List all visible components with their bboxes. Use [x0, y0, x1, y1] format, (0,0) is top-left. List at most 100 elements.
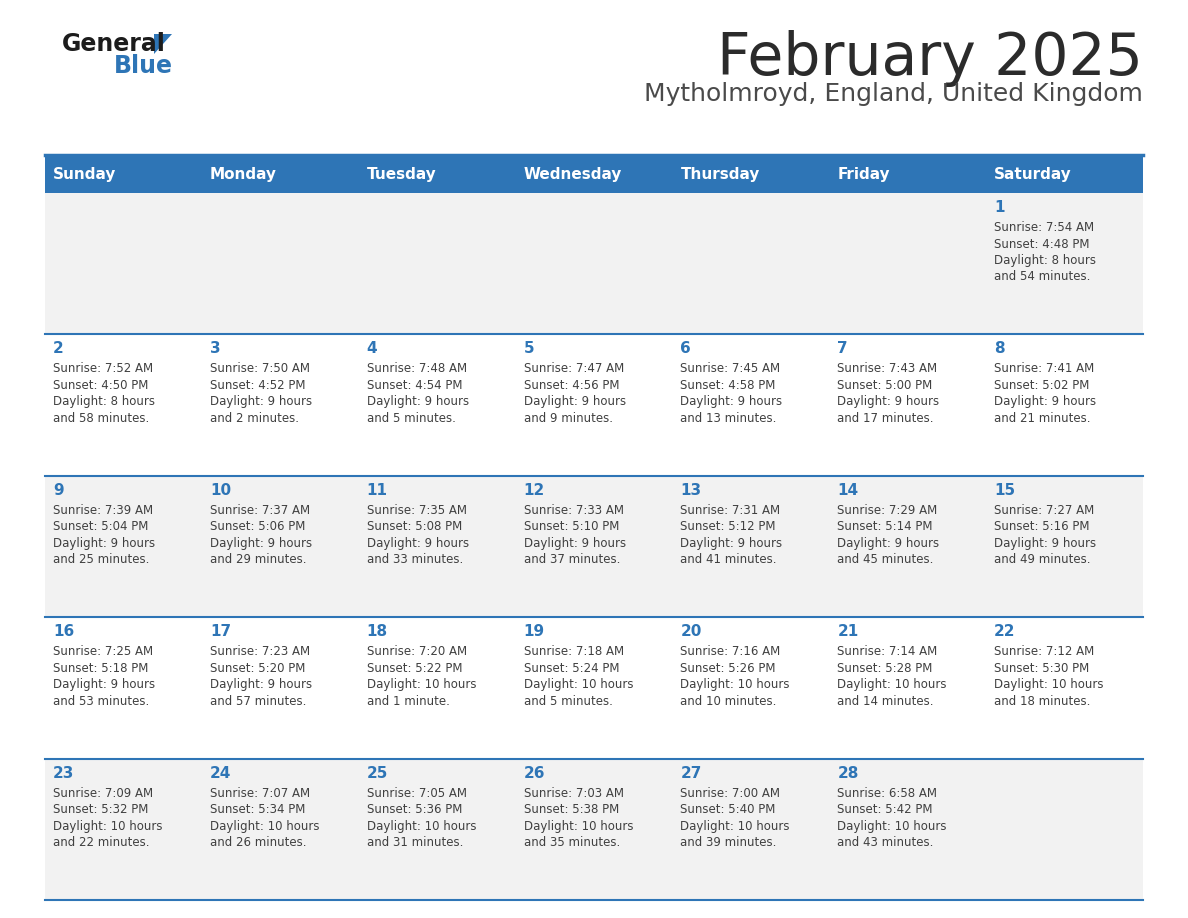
Text: 4: 4 [367, 341, 378, 356]
Text: Sunrise: 7:23 AM: Sunrise: 7:23 AM [210, 645, 310, 658]
Text: Sunrise: 7:47 AM: Sunrise: 7:47 AM [524, 363, 624, 375]
Text: and 13 minutes.: and 13 minutes. [681, 412, 777, 425]
Text: and 31 minutes.: and 31 minutes. [367, 836, 463, 849]
Text: Sunrise: 7:03 AM: Sunrise: 7:03 AM [524, 787, 624, 800]
Bar [45, 617, 1143, 758]
Text: Sunrise: 7:48 AM: Sunrise: 7:48 AM [367, 363, 467, 375]
Text: Sunset: 5:18 PM: Sunset: 5:18 PM [53, 662, 148, 675]
Text: and 9 minutes.: and 9 minutes. [524, 412, 613, 425]
Text: and 54 minutes.: and 54 minutes. [994, 271, 1091, 284]
Text: Sunset: 5:40 PM: Sunset: 5:40 PM [681, 803, 776, 816]
Polygon shape [154, 34, 172, 54]
Text: 8: 8 [994, 341, 1005, 356]
Text: 9: 9 [53, 483, 64, 498]
Text: and 49 minutes.: and 49 minutes. [994, 554, 1091, 566]
Text: Sunset: 5:38 PM: Sunset: 5:38 PM [524, 803, 619, 816]
Bar [45, 476, 1143, 617]
Text: and 1 minute.: and 1 minute. [367, 695, 449, 708]
Text: Daylight: 9 hours: Daylight: 9 hours [53, 678, 156, 691]
Text: Sunrise: 7:09 AM: Sunrise: 7:09 AM [53, 787, 153, 800]
Bar [45, 155, 202, 193]
Text: and 41 minutes.: and 41 minutes. [681, 554, 777, 566]
Text: Sunrise: 7:29 AM: Sunrise: 7:29 AM [838, 504, 937, 517]
Text: and 14 minutes.: and 14 minutes. [838, 695, 934, 708]
Bar [516, 155, 672, 193]
Text: Sunrise: 7:43 AM: Sunrise: 7:43 AM [838, 363, 937, 375]
Text: Daylight: 10 hours: Daylight: 10 hours [681, 820, 790, 833]
Text: Daylight: 10 hours: Daylight: 10 hours [210, 820, 320, 833]
Text: Sunrise: 7:16 AM: Sunrise: 7:16 AM [681, 645, 781, 658]
Text: and 39 minutes.: and 39 minutes. [681, 836, 777, 849]
Text: Daylight: 9 hours: Daylight: 9 hours [367, 537, 469, 550]
Text: Daylight: 10 hours: Daylight: 10 hours [367, 678, 476, 691]
Text: 11: 11 [367, 483, 387, 498]
Text: Sunset: 4:56 PM: Sunset: 4:56 PM [524, 379, 619, 392]
Text: 2: 2 [53, 341, 64, 356]
Text: 23: 23 [53, 766, 75, 780]
Text: Sunset: 5:02 PM: Sunset: 5:02 PM [994, 379, 1089, 392]
Text: Sunset: 5:22 PM: Sunset: 5:22 PM [367, 662, 462, 675]
Text: 12: 12 [524, 483, 545, 498]
Text: and 43 minutes.: and 43 minutes. [838, 836, 934, 849]
Text: and 53 minutes.: and 53 minutes. [53, 695, 150, 708]
Text: Daylight: 9 hours: Daylight: 9 hours [681, 537, 783, 550]
Text: Sunset: 4:52 PM: Sunset: 4:52 PM [210, 379, 305, 392]
Text: Sunrise: 7:52 AM: Sunrise: 7:52 AM [53, 363, 153, 375]
Text: Daylight: 10 hours: Daylight: 10 hours [524, 820, 633, 833]
Text: 20: 20 [681, 624, 702, 639]
Text: 1: 1 [994, 200, 1005, 215]
Text: and 17 minutes.: and 17 minutes. [838, 412, 934, 425]
Bar [986, 155, 1143, 193]
Bar [202, 155, 359, 193]
Text: Sunset: 5:16 PM: Sunset: 5:16 PM [994, 521, 1089, 533]
Text: 6: 6 [681, 341, 691, 356]
Text: Sunset: 5:28 PM: Sunset: 5:28 PM [838, 662, 933, 675]
Text: Sunset: 4:58 PM: Sunset: 4:58 PM [681, 379, 776, 392]
Text: Daylight: 10 hours: Daylight: 10 hours [53, 820, 163, 833]
Text: 28: 28 [838, 766, 859, 780]
Text: and 22 minutes.: and 22 minutes. [53, 836, 150, 849]
Text: Sunrise: 7:45 AM: Sunrise: 7:45 AM [681, 363, 781, 375]
Text: Daylight: 9 hours: Daylight: 9 hours [524, 396, 626, 409]
Text: 14: 14 [838, 483, 859, 498]
Text: Saturday: Saturday [994, 166, 1072, 182]
Text: 7: 7 [838, 341, 848, 356]
Text: and 18 minutes.: and 18 minutes. [994, 695, 1091, 708]
Text: and 21 minutes.: and 21 minutes. [994, 412, 1091, 425]
Text: and 45 minutes.: and 45 minutes. [838, 554, 934, 566]
Text: 21: 21 [838, 624, 859, 639]
Text: 3: 3 [210, 341, 221, 356]
Text: Sunrise: 7:00 AM: Sunrise: 7:00 AM [681, 787, 781, 800]
Text: Sunset: 5:24 PM: Sunset: 5:24 PM [524, 662, 619, 675]
Text: Wednesday: Wednesday [524, 166, 623, 182]
Text: Daylight: 9 hours: Daylight: 9 hours [838, 396, 940, 409]
Text: Sunset: 5:34 PM: Sunset: 5:34 PM [210, 803, 305, 816]
Text: Sunrise: 7:14 AM: Sunrise: 7:14 AM [838, 645, 937, 658]
Text: Sunrise: 7:07 AM: Sunrise: 7:07 AM [210, 787, 310, 800]
Text: 19: 19 [524, 624, 544, 639]
Bar [672, 155, 829, 193]
Text: Daylight: 10 hours: Daylight: 10 hours [838, 820, 947, 833]
Bar [359, 155, 516, 193]
Text: Sunset: 4:48 PM: Sunset: 4:48 PM [994, 238, 1089, 251]
Bar [45, 334, 1143, 476]
Text: Sunset: 5:32 PM: Sunset: 5:32 PM [53, 803, 148, 816]
Text: 22: 22 [994, 624, 1016, 639]
Text: Sunrise: 7:37 AM: Sunrise: 7:37 AM [210, 504, 310, 517]
Text: Sunrise: 7:12 AM: Sunrise: 7:12 AM [994, 645, 1094, 658]
Text: Sunset: 5:42 PM: Sunset: 5:42 PM [838, 803, 933, 816]
Text: Sunrise: 7:35 AM: Sunrise: 7:35 AM [367, 504, 467, 517]
Text: Sunset: 5:12 PM: Sunset: 5:12 PM [681, 521, 776, 533]
Text: and 57 minutes.: and 57 minutes. [210, 695, 307, 708]
Text: February 2025: February 2025 [718, 30, 1143, 87]
Text: Sunset: 5:26 PM: Sunset: 5:26 PM [681, 662, 776, 675]
Text: Daylight: 9 hours: Daylight: 9 hours [524, 537, 626, 550]
Text: 10: 10 [210, 483, 230, 498]
Text: and 33 minutes.: and 33 minutes. [367, 554, 463, 566]
Text: Daylight: 10 hours: Daylight: 10 hours [838, 678, 947, 691]
Text: Sunrise: 7:33 AM: Sunrise: 7:33 AM [524, 504, 624, 517]
Text: 17: 17 [210, 624, 230, 639]
Text: 15: 15 [994, 483, 1016, 498]
Text: Daylight: 10 hours: Daylight: 10 hours [367, 820, 476, 833]
Text: Sunrise: 7:50 AM: Sunrise: 7:50 AM [210, 363, 310, 375]
